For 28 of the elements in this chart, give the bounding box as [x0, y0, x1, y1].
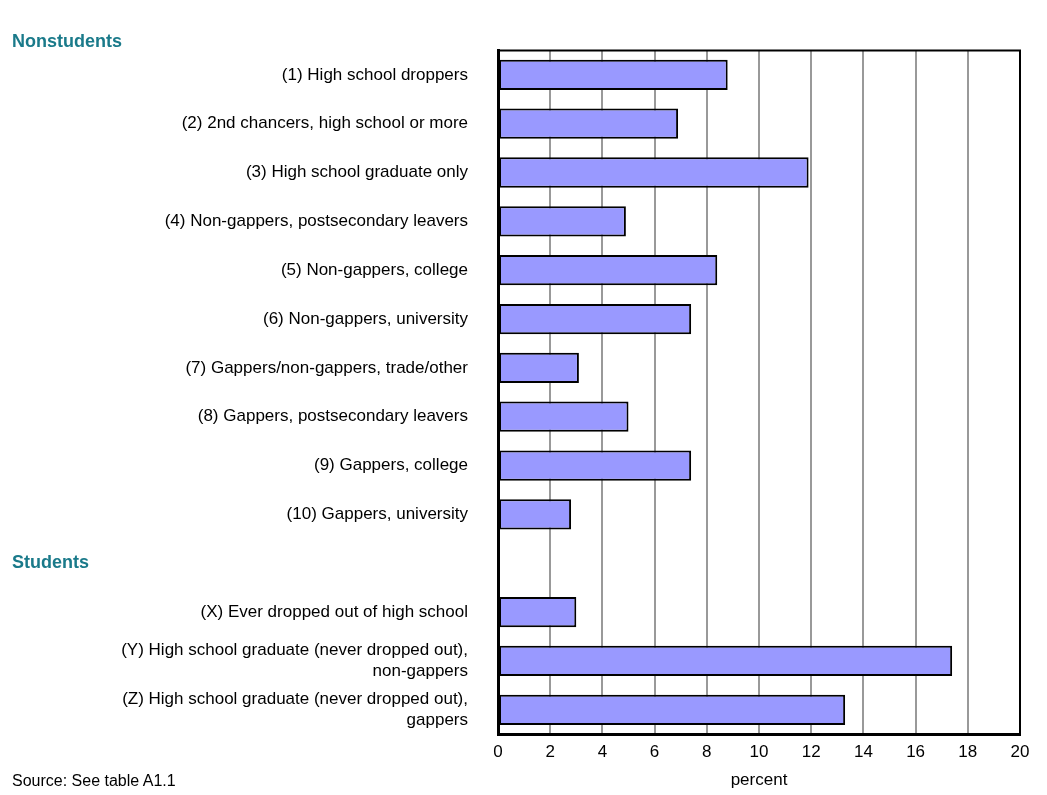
- x-tick-label: 4: [597, 742, 608, 762]
- y-tick-label: (5) Non-gappers, college: [280, 259, 468, 279]
- text: Students: [12, 552, 90, 573]
- y-tick-label: (Z) High school graduate (never dropped out), gappers: [122, 689, 468, 729]
- x-axis-title: percent: [730, 770, 788, 790]
- y-tick-label: (2) 2nd chancers, high school or more: [181, 113, 468, 133]
- x-tick-label: 14: [853, 742, 873, 762]
- y-tick-label: (10) Gappers, university: [286, 504, 469, 524]
- y-tick-label: (8) Gappers, postsecondary leavers: [197, 406, 468, 426]
- y-tick-label: (3) High school graduate only: [245, 162, 469, 182]
- y-tick-label: (4) Non-gappers, postsecondary leavers: [164, 211, 468, 231]
- y-tick-label: (7) Gappers/non-gappers, trade/other: [185, 357, 469, 377]
- y-tick-label: (6) Non-gappers, university: [262, 308, 469, 328]
- x-tick-label: 12: [801, 742, 821, 762]
- source-note: Source: See table A1.1: [12, 772, 176, 790]
- text: Nonstudents: [12, 31, 122, 52]
- y-tick-label: (X) Ever dropped out of high school: [200, 601, 468, 621]
- x-tick-label: 10: [749, 742, 769, 762]
- x-tick-label: 0: [493, 742, 503, 762]
- y-tick-label: (9) Gappers, college: [313, 455, 468, 475]
- x-tick-label: 6: [649, 742, 660, 762]
- y-tick-label: (1) High school droppers: [281, 64, 468, 84]
- y-tick-label: (Y) High school graduate (never dropped out), non-gappers: [121, 640, 468, 680]
- x-tick-label: 16: [906, 742, 926, 762]
- x-tick-label: 18: [958, 742, 978, 762]
- x-tick-label: 8: [702, 742, 712, 762]
- x-tick-label: 2: [545, 742, 555, 762]
- x-tick-label: 20: [1010, 742, 1030, 762]
